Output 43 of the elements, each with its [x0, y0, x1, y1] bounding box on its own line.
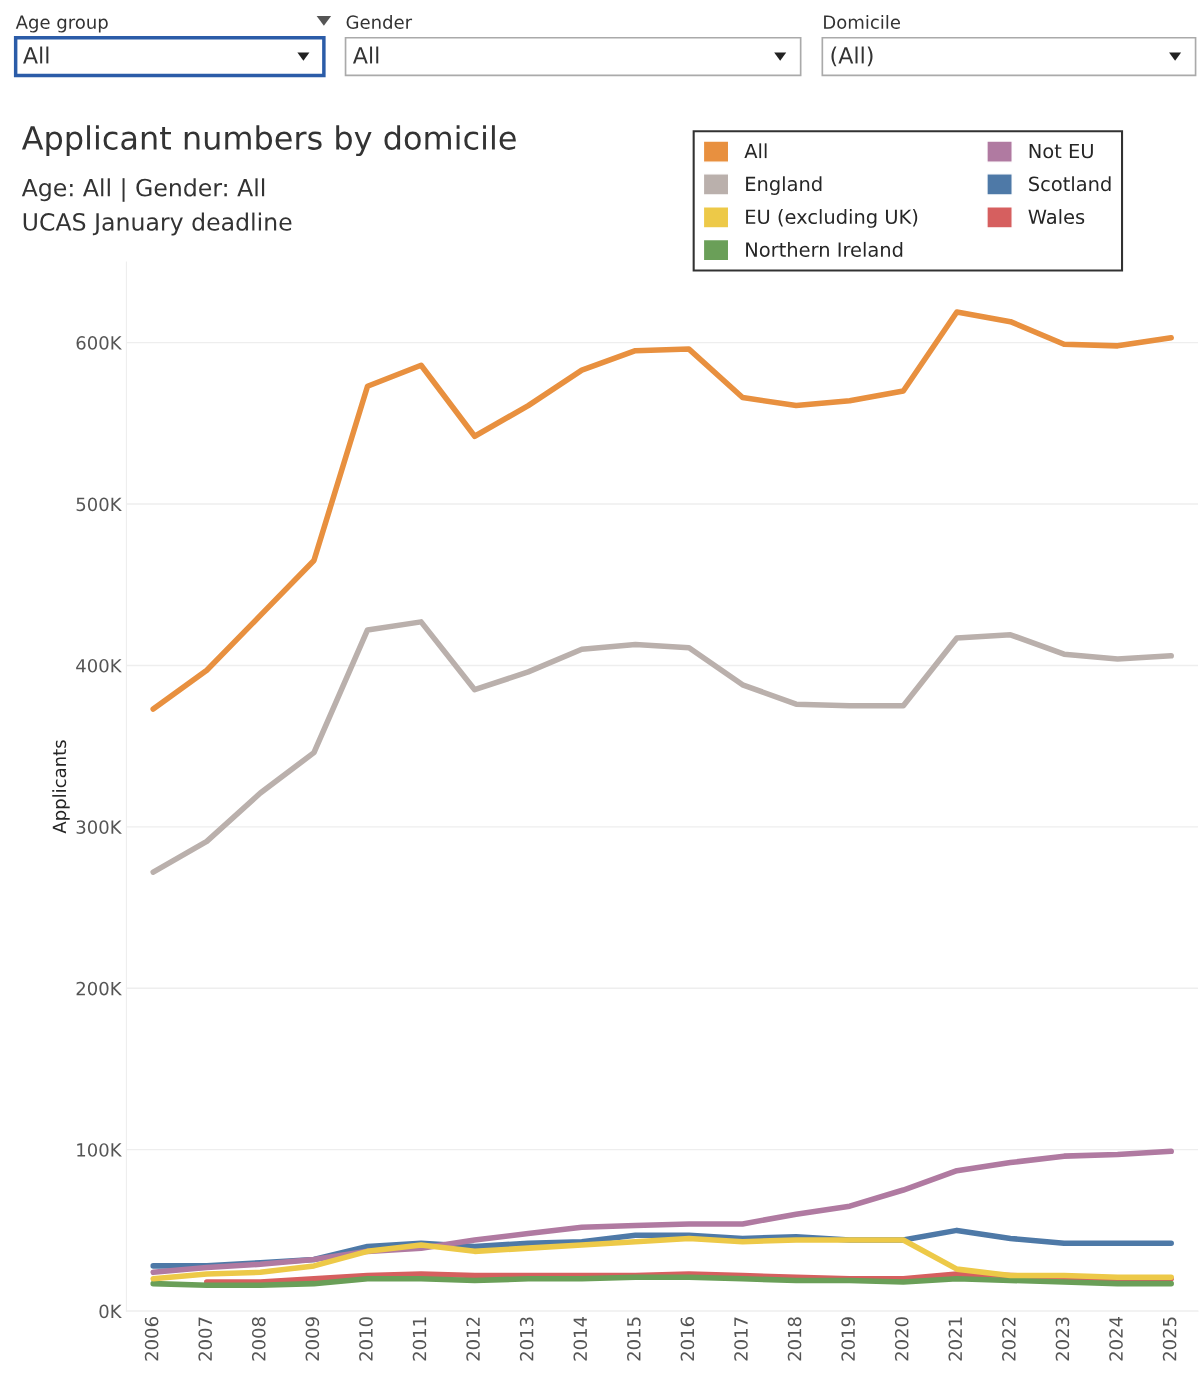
legend-label: Northern Ireland [746, 241, 903, 257]
x-tick-label: 2024 [1109, 1316, 1123, 1361]
x-tick-label: 2020 [894, 1317, 909, 1361]
x-tick-label: 2009 [305, 1317, 320, 1361]
x-tick-label: 2017 [734, 1317, 748, 1361]
legend-label: EU (excluding UK) [746, 209, 918, 228]
y-tick-label: 500K [76, 497, 122, 512]
legend-label: England [746, 176, 822, 195]
x-tick-label: 2014 [573, 1316, 588, 1361]
x-tick-label: 2016 [680, 1317, 695, 1361]
x-tick-label: 2008 [251, 1317, 266, 1361]
x-tick-label: 2012 [466, 1317, 480, 1361]
x-tick-label: 2021 [948, 1317, 963, 1361]
text: All [23, 46, 49, 64]
x-tick-label: 2010 [359, 1317, 373, 1361]
legend-label: Scotland [1029, 176, 1111, 192]
x-tick-label: 2022 [1002, 1317, 1016, 1361]
x-tick-label: 2011 [412, 1317, 427, 1361]
text: Domicile [824, 15, 900, 29]
x-tick-label: 2006 [144, 1317, 159, 1361]
x-tick-label: 2023 [1055, 1317, 1070, 1361]
chart-title: Applicant numbers by domicile [21, 125, 516, 157]
x-tick-label: 2018 [787, 1317, 802, 1361]
y-axis-title: Applicants [52, 740, 70, 834]
y-tick-label: 200K [76, 981, 122, 996]
y-tick-label: 600K [76, 336, 122, 350]
y-tick-label: 0K [99, 1304, 122, 1319]
x-tick-label: 2015 [626, 1317, 641, 1361]
y-tick-label: 300K [76, 820, 122, 834]
text: (All) [831, 46, 873, 67]
y-tick-label: 400K [76, 658, 122, 673]
x-tick-label: 2013 [519, 1317, 534, 1361]
x-tick-label: 2007 [198, 1317, 213, 1361]
x-tick-label: 2025 [1162, 1317, 1177, 1361]
text: Age group [15, 15, 108, 33]
text: Gender [346, 15, 413, 29]
y-tick-label: 100K [77, 1143, 122, 1157]
legend-label: Not EU [1029, 143, 1093, 159]
text: All [352, 46, 379, 64]
x-tick-label: 2019 [841, 1317, 855, 1361]
chart-subtitle: Age: All | Gender: All UCAS January deadline [21, 178, 292, 236]
legend-label: All [744, 143, 767, 159]
legend-label: Wales [1028, 209, 1085, 225]
